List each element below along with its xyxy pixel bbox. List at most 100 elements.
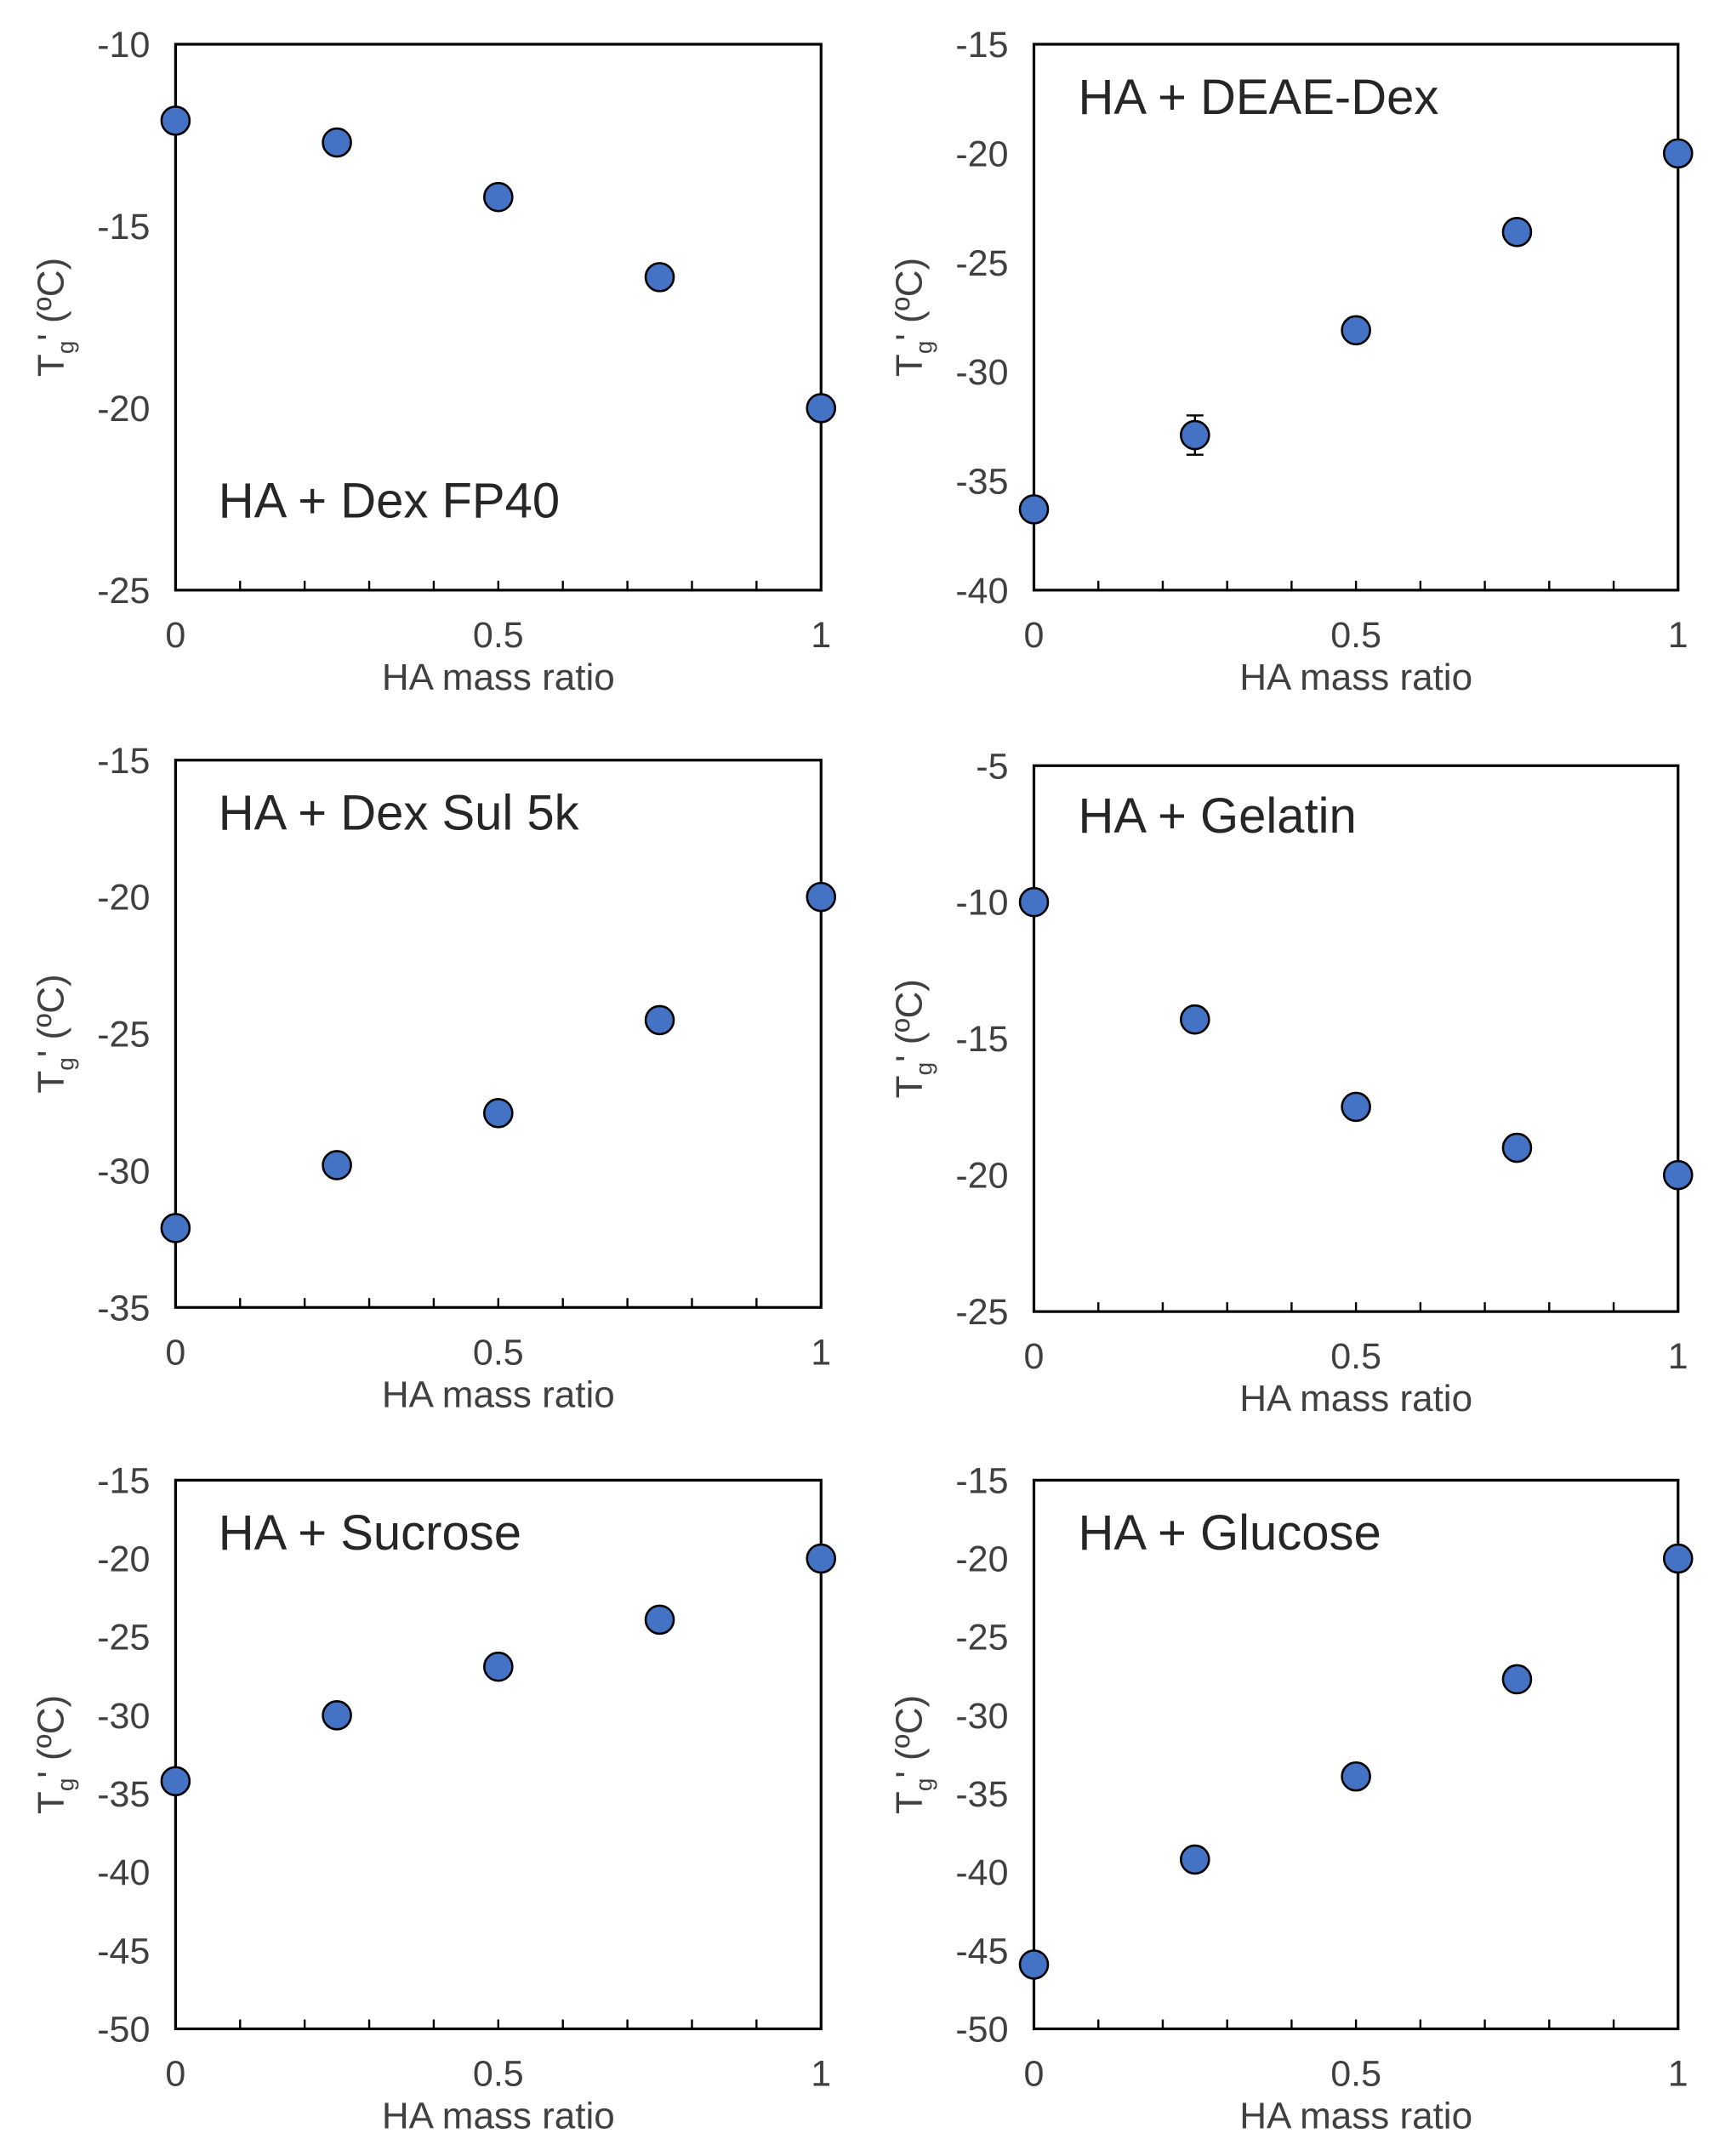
x-tick-label: 1 bbox=[1668, 2054, 1688, 2095]
y-axis-label-unit: ' (ºC) bbox=[889, 1695, 931, 1778]
data-point bbox=[644, 262, 675, 293]
y-axis-label-subscript: g bbox=[52, 1778, 78, 1792]
data-point bbox=[1180, 1004, 1210, 1035]
x-tick-label: 0.5 bbox=[473, 2054, 524, 2095]
y-axis-label-main: T bbox=[30, 1791, 71, 1814]
y-axis-label-unit: ' (ºC) bbox=[889, 258, 931, 341]
data-point bbox=[160, 1213, 191, 1243]
y-tick-label: -25 bbox=[955, 1292, 1008, 1333]
data-point bbox=[1180, 419, 1210, 451]
x-tick-label: 0.5 bbox=[473, 615, 524, 656]
y-tick-label: -20 bbox=[97, 1539, 150, 1580]
y-tick-label: -20 bbox=[955, 1539, 1008, 1580]
y-axis-label-unit: ' (ºC) bbox=[889, 979, 931, 1062]
data-point bbox=[1018, 494, 1050, 525]
x-tick-label: 0 bbox=[1024, 615, 1045, 656]
y-tick-label: -20 bbox=[97, 878, 150, 919]
x-tick-label: 0.5 bbox=[1330, 1336, 1381, 1377]
x-axis-label: HA mass ratio bbox=[1239, 1378, 1472, 1419]
data-point bbox=[1018, 886, 1050, 918]
panel-glucose: -15 -20 -25 -30 -35 -40 -45 -50 0 0.5 1 HA mass rat… bbox=[889, 1460, 1694, 2137]
panel-annotation: HA + Glucose bbox=[1079, 1505, 1381, 1561]
plot-frame bbox=[174, 1478, 823, 2031]
panel-sucrose: -15 -20 -25 -30 -35 -40 -45 -50 0 0.5 1 HA mass rat… bbox=[30, 1460, 837, 2137]
data-point bbox=[322, 1150, 352, 1180]
y-tick-label: -35 bbox=[97, 1288, 150, 1328]
y-axis-label-unit: ' (ºC) bbox=[30, 258, 71, 341]
data-point bbox=[644, 1004, 675, 1036]
data-point bbox=[1501, 1664, 1533, 1695]
data-point bbox=[160, 105, 191, 136]
y-tick-label: -10 bbox=[97, 25, 150, 65]
y-tick-label: -30 bbox=[955, 1696, 1008, 1737]
data-point bbox=[483, 1098, 514, 1129]
data-point bbox=[483, 1651, 514, 1682]
x-tick-label: 1 bbox=[811, 2054, 831, 2095]
y-axis-label-unit: ' (ºC) bbox=[30, 1695, 71, 1778]
y-tick-label: -40 bbox=[955, 1852, 1008, 1893]
y-tick-label: -15 bbox=[955, 1019, 1008, 1060]
y-tick-label: -40 bbox=[955, 571, 1008, 612]
y-axis-label-unit: ' (ºC) bbox=[30, 974, 71, 1057]
panel-annotation: HA + Dex Sul 5k bbox=[219, 786, 580, 841]
y-tick-label: -30 bbox=[97, 1151, 150, 1192]
panel-annotation: HA + Dex FP40 bbox=[219, 473, 560, 528]
y-tick-label: -35 bbox=[955, 462, 1008, 503]
panel-gelatin: -5 -10 -15 -20 -25 0 0.5 1 HA mass ratio Tg' (ºC)… bbox=[889, 746, 1694, 1419]
x-tick-label: 0 bbox=[165, 1332, 185, 1373]
x-axis-label: HA mass ratio bbox=[1239, 657, 1472, 698]
x-tick-label: 1 bbox=[811, 1332, 831, 1373]
x-tick-label: 0 bbox=[165, 2054, 185, 2095]
data-point bbox=[1501, 1132, 1533, 1163]
y-axis-label: Tg' (ºC) bbox=[889, 1695, 937, 1814]
y-axis-label-subscript: g bbox=[52, 341, 78, 355]
y-tick-label: -5 bbox=[976, 746, 1008, 787]
panel-annotation: HA + Gelatin bbox=[1079, 788, 1357, 844]
y-axis-label-main: T bbox=[30, 1071, 71, 1094]
data-point bbox=[806, 393, 837, 424]
panel-deae-dex: -15 -20 -25 -30 -35 -40 0 0.5 1 HA mass ratio Tg' … bbox=[889, 25, 1694, 698]
x-axis-label: HA mass ratio bbox=[382, 657, 615, 698]
y-tick-label: -15 bbox=[97, 1460, 150, 1501]
data-point bbox=[1662, 1159, 1694, 1191]
plot-frame bbox=[174, 759, 823, 1309]
data-point bbox=[1341, 1761, 1371, 1792]
y-tick-label: -45 bbox=[97, 1931, 150, 1971]
y-axis-label-subscript: g bbox=[911, 341, 937, 355]
y-axis-label: Tg' (ºC) bbox=[889, 979, 937, 1098]
panel-annotation: HA + DEAE-Dex bbox=[1079, 70, 1439, 125]
x-axis-label: HA mass ratio bbox=[382, 1374, 615, 1415]
data-point bbox=[1341, 1091, 1371, 1123]
y-axis-label-main: T bbox=[889, 1075, 931, 1098]
x-tick-label: 1 bbox=[811, 615, 831, 656]
panel-dex-fp40: -10 -15 -20 -25 0 0.5 1 HA mass ratio Tg' (ºC) HA… bbox=[30, 25, 837, 698]
y-tick-label: -20 bbox=[955, 134, 1008, 174]
y-axis-label: Tg' (ºC) bbox=[30, 1695, 78, 1814]
y-axis-label: Tg' (ºC) bbox=[889, 258, 937, 377]
x-tick-label: 0 bbox=[165, 615, 185, 656]
x-tick-label: 1 bbox=[1668, 615, 1688, 656]
x-tick-label: 1 bbox=[1668, 1336, 1688, 1377]
y-axis-label-subscript: g bbox=[52, 1057, 78, 1071]
plot-frame bbox=[1032, 1478, 1680, 2031]
data-point bbox=[1018, 1949, 1050, 1980]
y-tick-label: -25 bbox=[955, 1618, 1008, 1658]
data-point bbox=[322, 127, 352, 158]
panel-annotation: HA + Sucrose bbox=[219, 1505, 521, 1561]
y-tick-label: -50 bbox=[955, 2010, 1008, 2051]
y-tick-label: -15 bbox=[955, 1460, 1008, 1501]
y-tick-label: -25 bbox=[97, 1015, 150, 1055]
y-tick-label: -20 bbox=[955, 1156, 1008, 1197]
y-axis-label-main: T bbox=[889, 354, 931, 377]
x-axis-label: HA mass ratio bbox=[382, 2096, 615, 2137]
y-tick-label: -35 bbox=[955, 1774, 1008, 1815]
x-tick-label: 0 bbox=[1024, 1336, 1045, 1377]
data-point bbox=[644, 1604, 675, 1635]
x-axis-label: HA mass ratio bbox=[1239, 2096, 1472, 2137]
y-tick-label: -25 bbox=[97, 1618, 150, 1658]
panel-dex-sul-5k: -15 -20 -25 -30 -35 0 0.5 1 HA mass ratio Tg' (ºC… bbox=[30, 741, 837, 1415]
data-point bbox=[806, 1543, 837, 1574]
y-axis-label-subscript: g bbox=[911, 1778, 937, 1792]
y-tick-label: -30 bbox=[97, 1696, 150, 1737]
data-point bbox=[1341, 315, 1371, 346]
